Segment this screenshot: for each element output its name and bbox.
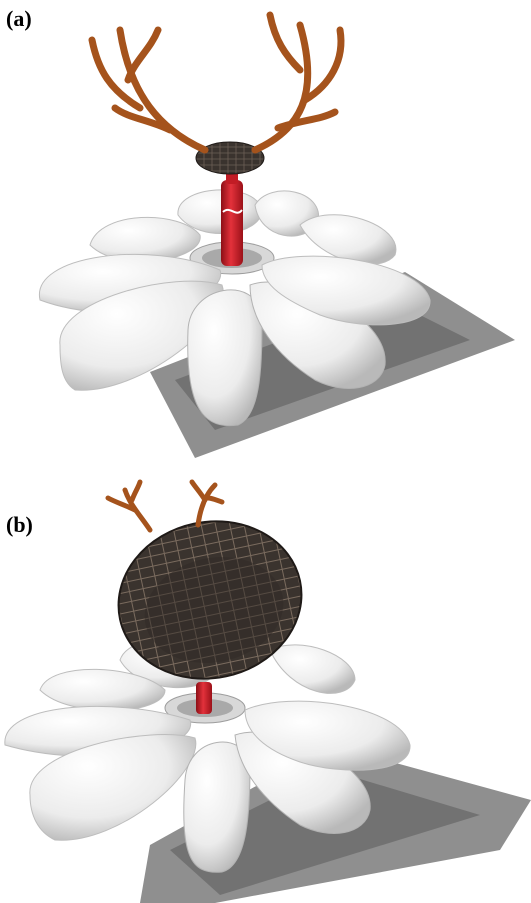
cola-bottle <box>196 682 212 714</box>
seat-small <box>195 141 265 175</box>
panel-label-a: (a) <box>6 6 32 31</box>
panel-label-b: (b) <box>6 512 33 537</box>
petals-front <box>4 700 411 873</box>
antlers-a <box>88 11 345 154</box>
petals-front <box>39 253 431 427</box>
panel-b: (b) <box>0 470 531 903</box>
cola-bottle <box>221 168 243 266</box>
panel-a: (a) <box>6 6 515 458</box>
seat-large <box>117 520 303 680</box>
antlers-b <box>105 479 225 533</box>
scene-b-render <box>4 479 531 903</box>
scene-a-render <box>39 11 515 458</box>
